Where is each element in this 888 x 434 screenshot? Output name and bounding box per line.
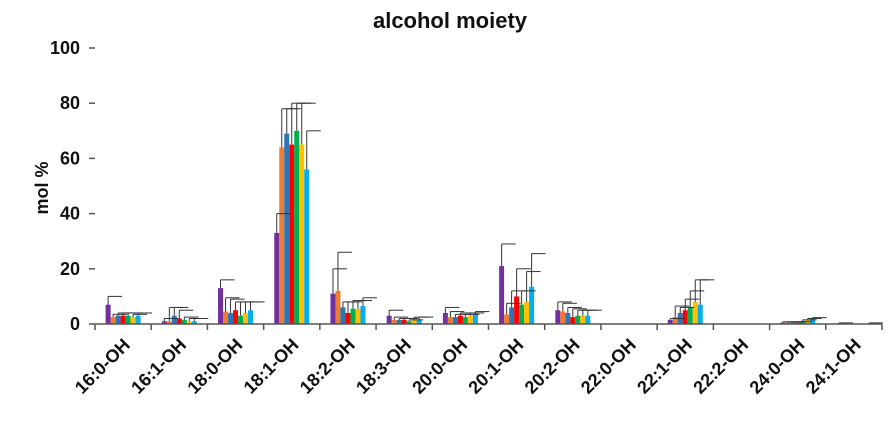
bar [800, 321, 806, 324]
bar [228, 312, 234, 324]
bar [697, 304, 703, 324]
bar [570, 317, 576, 324]
bar [504, 314, 510, 324]
bars-layer [105, 130, 872, 324]
bar [186, 321, 192, 324]
bar [692, 301, 698, 324]
y-axis-ticks: 0 20 40 60 80 100 [50, 38, 95, 334]
bar [672, 317, 678, 324]
x-tick-label: 20:2-OH [521, 335, 584, 398]
bar [386, 315, 392, 324]
bar [304, 169, 310, 324]
bar [289, 144, 295, 324]
bar [284, 133, 290, 324]
bar [166, 321, 172, 324]
bar [248, 310, 254, 324]
bar [406, 321, 412, 324]
x-tick-label: 24:1-OH [802, 335, 865, 398]
bar [191, 321, 197, 324]
bar [161, 321, 167, 324]
chart-title: alcohol moiety [373, 8, 528, 33]
bar [115, 315, 121, 324]
bar [401, 319, 407, 324]
x-tick-label: 24:0-OH [746, 335, 809, 398]
bar [130, 317, 136, 324]
bar [462, 317, 468, 324]
bar [555, 310, 561, 324]
bar [411, 319, 417, 324]
bar [472, 314, 478, 324]
bar [585, 315, 591, 324]
bar [452, 317, 458, 324]
bar [120, 315, 126, 324]
bar [524, 301, 530, 324]
bar [274, 232, 280, 324]
bar [279, 147, 285, 324]
x-axis-ticks: 16:0-OH16:1-OH18:0-OH18:1-OH18:2-OH18:3-… [71, 324, 883, 398]
bar [176, 318, 182, 324]
y-tick-label: 40 [60, 204, 80, 224]
x-tick-label: 16:1-OH [127, 335, 190, 398]
y-tick-label: 20 [60, 259, 80, 279]
bar [447, 317, 453, 324]
bar [529, 286, 535, 324]
y-tick-label: 0 [70, 314, 80, 334]
x-tick-label: 18:2-OH [296, 335, 359, 398]
bar [125, 315, 131, 324]
bar [233, 310, 239, 324]
bar [223, 311, 229, 324]
y-tick-label: 100 [50, 38, 80, 58]
bar [416, 319, 422, 324]
bar [355, 308, 361, 324]
x-tick-label: 18:3-OH [352, 335, 415, 398]
bar [682, 310, 688, 324]
x-tick-label: 18:1-OH [240, 335, 303, 398]
bar [299, 144, 305, 324]
x-tick-label: 18:0-OH [183, 335, 246, 398]
x-tick-label: 22:2-OH [689, 335, 752, 398]
bar [218, 288, 224, 324]
y-tick-label: 80 [60, 93, 80, 113]
bar [105, 304, 111, 324]
bar [340, 307, 346, 324]
bar [687, 307, 693, 324]
bar [509, 307, 515, 324]
bar [360, 306, 366, 324]
bar [396, 319, 402, 324]
bar [243, 312, 249, 324]
x-tick-label: 22:1-OH [633, 335, 696, 398]
error-bars-layer [107, 102, 883, 324]
bar [565, 312, 571, 324]
x-tick-label: 16:0-OH [71, 335, 134, 398]
bar [457, 315, 463, 324]
bar [171, 315, 177, 324]
bar [238, 315, 244, 324]
bar [580, 315, 586, 324]
x-tick-label: 20:1-OH [464, 335, 527, 398]
bar [110, 317, 116, 324]
bar [135, 315, 141, 324]
bar [667, 319, 673, 324]
bar [330, 293, 336, 324]
bar [810, 318, 816, 324]
bar [350, 308, 356, 324]
x-tick-label: 22:0-OH [577, 335, 640, 398]
bar [345, 312, 351, 324]
bar [335, 290, 341, 324]
bar [391, 319, 397, 324]
bar [294, 130, 300, 324]
bar [560, 311, 566, 324]
bar [514, 296, 520, 324]
bar [442, 312, 448, 324]
bar [499, 266, 505, 324]
bar [519, 304, 525, 324]
bar [181, 319, 187, 324]
y-axis-label: mol % [32, 161, 52, 214]
bar [575, 315, 581, 324]
x-tick-label: 20:0-OH [408, 335, 471, 398]
bar [467, 315, 473, 324]
y-tick-label: 60 [60, 148, 80, 168]
